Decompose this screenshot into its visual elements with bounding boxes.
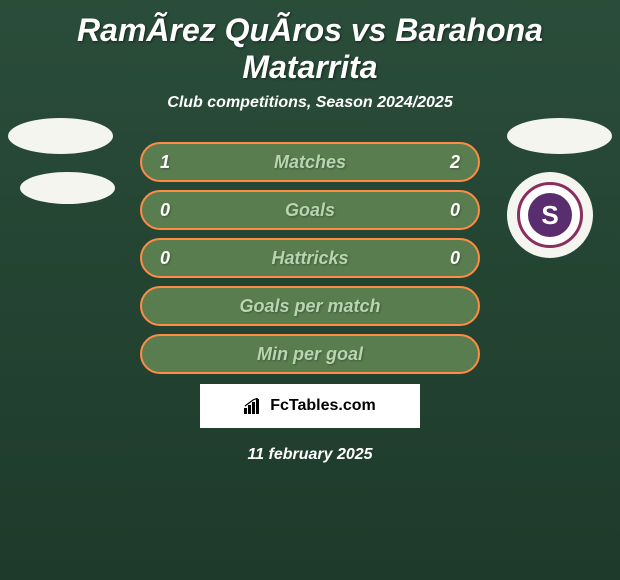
- stat-label: Goals: [285, 200, 335, 221]
- stat-value-right: 2: [440, 152, 460, 173]
- stat-row-mpg: Min per goal: [140, 334, 480, 374]
- chart-icon: [244, 398, 264, 414]
- stat-row-matches: 1 Matches 2: [140, 142, 480, 182]
- stat-value-left: 1: [160, 152, 180, 173]
- player-left-badges: [8, 118, 115, 204]
- page-title: RamÃrez QuÃros vs Barahona Matarrita: [0, 0, 620, 94]
- footer-date: 11 february 2025: [0, 446, 620, 464]
- stat-label: Hattricks: [271, 248, 348, 269]
- stat-row-hattricks: 0 Hattricks 0: [140, 238, 480, 278]
- ellipse-icon: [507, 118, 612, 154]
- stat-label: Min per goal: [257, 344, 363, 365]
- stat-value-right: 0: [440, 248, 460, 269]
- player-right-badges: S: [507, 118, 612, 258]
- club-badge-icon: S: [507, 172, 593, 258]
- stat-label: Matches: [274, 152, 346, 173]
- footer-site-label: FcTables.com: [270, 397, 376, 415]
- stat-value-left: 0: [160, 200, 180, 221]
- stat-value-right: 0: [440, 200, 460, 221]
- ellipse-icon: [8, 118, 113, 154]
- stat-row-gpm: Goals per match: [140, 286, 480, 326]
- club-badge-letter: S: [528, 193, 572, 237]
- stat-label: Goals per match: [239, 296, 380, 317]
- footer-logo: FcTables.com: [200, 384, 420, 428]
- subtitle: Club competitions, Season 2024/2025: [0, 94, 620, 112]
- ellipse-icon: [20, 172, 115, 204]
- stat-row-goals: 0 Goals 0: [140, 190, 480, 230]
- stat-value-left: 0: [160, 248, 180, 269]
